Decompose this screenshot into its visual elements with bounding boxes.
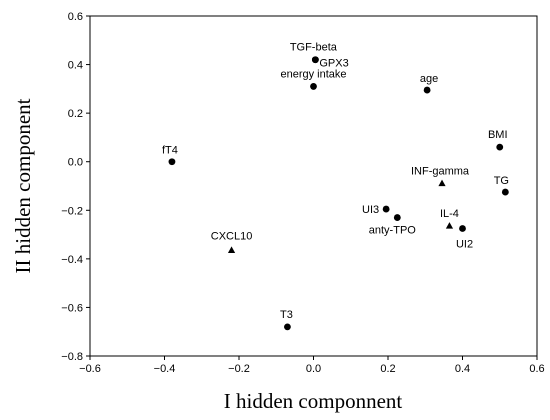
point-marker-circle <box>310 83 317 90</box>
point-label: IL-4 <box>440 208 459 220</box>
point-marker-circle <box>423 86 431 94</box>
point-label: UI2 <box>456 239 473 251</box>
point-marker-circle <box>393 214 401 221</box>
axis-ticks: −0.6 −0.4 −0.2 0.0 0.2 0.4 0.6 0.6 0.4 0.2 0.0 −0.2… <box>61 11 544 375</box>
point-marker-circle <box>382 205 390 213</box>
point-marker-circle <box>501 188 509 196</box>
point-label: age <box>420 73 438 85</box>
point-marker-triangle <box>438 179 446 187</box>
y-tick-label: 0.0 <box>68 157 83 169</box>
x-tick-label: 0.0 <box>306 363 321 375</box>
x-axis-title: I hidden componnent <box>224 389 403 413</box>
point-label: INF-gamma <box>411 166 470 178</box>
point-marker-circle <box>168 158 176 166</box>
y-tick-label: −0.4 <box>61 254 83 266</box>
point-label: CXCL10 <box>211 230 253 242</box>
x-tick-label: −0.2 <box>228 363 250 375</box>
point-marker-triangle <box>445 222 454 229</box>
point-marker-triangle <box>227 246 236 253</box>
point-label: UI3 <box>362 204 379 216</box>
point-marker-circle <box>284 323 291 331</box>
x-tick-label: 0.2 <box>380 363 395 375</box>
point-marker-circle <box>496 143 504 151</box>
y-tick-label: 0.4 <box>68 60 83 72</box>
point-label: GPX3 <box>319 58 348 70</box>
y-tick-label: −0.2 <box>61 205 83 217</box>
point-label: TGF-beta <box>290 42 338 54</box>
point-marker-circle <box>459 225 466 232</box>
y-tick-label: 0.6 <box>68 11 83 23</box>
point-label: TG <box>494 175 509 187</box>
plot-frame <box>89 15 538 357</box>
y-tick-label: −0.6 <box>61 302 83 314</box>
point-label: T3 <box>280 309 293 321</box>
x-tick-label: 0.4 <box>455 363 470 375</box>
y-axis-title: II hidden component <box>11 98 35 273</box>
x-tick-label: −0.6 <box>79 363 101 375</box>
point-label: fT4 <box>162 145 178 157</box>
x-tick-label: 0.6 <box>529 363 544 375</box>
x-tick-label: −0.4 <box>154 363 176 375</box>
y-tick-label: −0.8 <box>61 351 83 363</box>
y-tick-label: 0.2 <box>68 108 83 120</box>
point-label: BMI <box>488 129 508 141</box>
point-label: anty-TPO <box>369 225 417 237</box>
point-label: energy intake <box>280 68 346 80</box>
point-marker-circle <box>311 56 319 64</box>
